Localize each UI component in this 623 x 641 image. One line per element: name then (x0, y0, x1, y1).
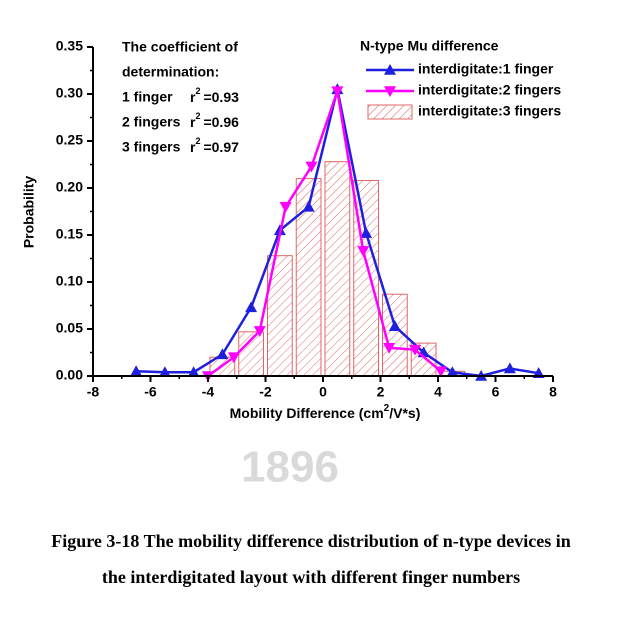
stat-value: =0.96 (203, 114, 239, 130)
x-label-sup: 2 (384, 403, 390, 414)
x-axis-label: Mobility Difference (cm2/V*s) (230, 403, 421, 421)
x-tick-label: -6 (144, 384, 157, 400)
x-tick-label: 6 (492, 384, 500, 400)
histogram-bar (324, 161, 351, 377)
annotation-label: 3 fingers (122, 139, 181, 155)
marker (305, 161, 318, 173)
stat-sup: 2 (195, 86, 200, 96)
legend-label: interdigitate:1 finger (418, 61, 554, 77)
stat: r (190, 139, 196, 155)
legend-label: interdigitate:3 fingers (418, 103, 561, 119)
marker (357, 246, 370, 257)
marker (227, 352, 240, 364)
marker (384, 86, 396, 97)
x-tick-label: 2 (377, 384, 385, 400)
x-tick-label: 8 (549, 384, 557, 400)
series-line (207, 90, 442, 378)
x-tick-label: -4 (202, 384, 215, 400)
legend-title: N-type Mu difference (360, 38, 499, 54)
x-tick-label: 4 (434, 384, 442, 400)
marker (187, 366, 200, 378)
y-axis-label: Probability (21, 176, 37, 249)
marker (302, 200, 315, 212)
marker (253, 326, 266, 337)
annotation-label: 1 finger (122, 89, 173, 105)
stat-sup: 2 (195, 136, 200, 146)
x-label-part: Mobility Difference (cm (230, 405, 384, 421)
stat-value: =0.97 (203, 139, 239, 155)
marker (331, 86, 344, 98)
marker (388, 320, 401, 331)
stat-value: =0.93 (203, 89, 239, 105)
caption: Figure 3-18 The mobility difference dist… (51, 531, 571, 551)
y-tick-label: 0.00 (56, 367, 83, 383)
watermark: 1896 (241, 443, 339, 492)
y-tick-label: 0.25 (56, 132, 83, 148)
marker (384, 64, 396, 75)
marker (279, 202, 292, 213)
y-tick-label: 0.35 (56, 38, 83, 54)
marker (130, 365, 143, 377)
marker (409, 344, 421, 356)
legend-label: interdigitate:2 fingers (418, 82, 561, 98)
x-label-part: /V*s) (389, 405, 420, 421)
x-tick-label: -8 (87, 384, 100, 400)
marker (446, 366, 459, 378)
y-tick-label: 0.15 (56, 226, 83, 242)
y-tick-label: 0.10 (56, 273, 83, 289)
stat-sup: 2 (195, 111, 200, 121)
annotation: determination: (122, 64, 219, 80)
x-tick-label: -2 (259, 384, 272, 400)
marker (383, 343, 396, 354)
marker (503, 362, 516, 374)
x-tick-label: 0 (319, 384, 327, 400)
annotation: The coefficient of (122, 39, 238, 55)
marker (158, 366, 171, 378)
marker (216, 348, 229, 360)
stat: r (190, 89, 196, 105)
marker (360, 227, 373, 238)
y-tick-label: 0.05 (56, 320, 83, 336)
annotation-label: 2 fingers (122, 114, 181, 130)
y-tick-label: 0.20 (56, 179, 83, 195)
y-tick-label: 0.30 (56, 85, 83, 101)
annotation-stat: r2 =0.96 (190, 111, 239, 129)
annotation-stat: r2 =0.97 (190, 136, 239, 154)
caption: the interdigitated layout with different… (102, 567, 520, 587)
annotation-stat: r2 =0.93 (190, 86, 239, 104)
legend-swatch (367, 104, 413, 120)
marker (434, 366, 447, 378)
marker (245, 301, 258, 313)
stat: r (190, 114, 196, 130)
